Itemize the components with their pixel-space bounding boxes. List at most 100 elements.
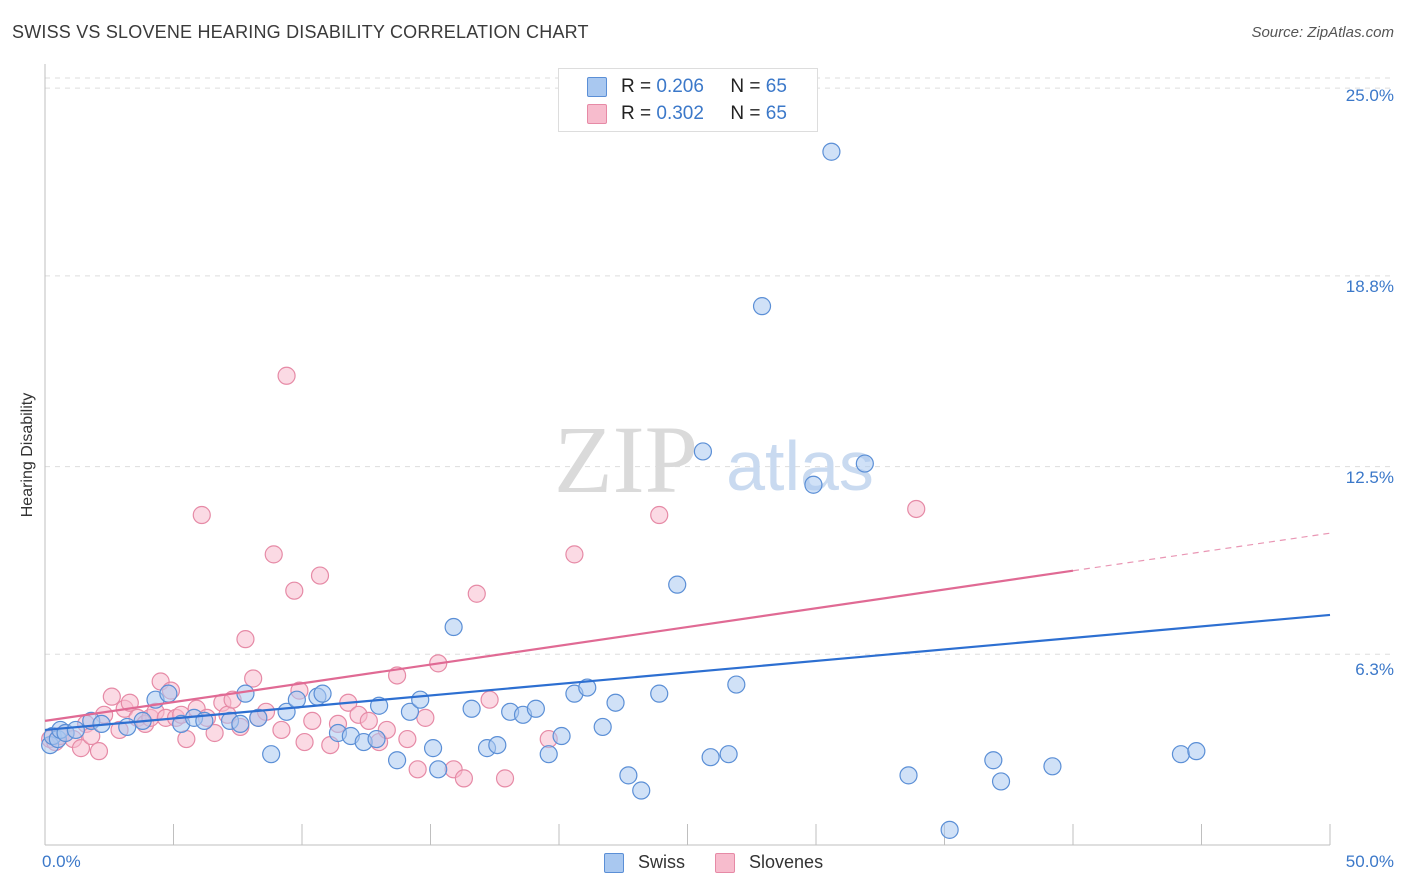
- y-tick-label: 12.5%: [1345, 468, 1394, 487]
- swiss-point: [1187, 742, 1206, 761]
- slovenes-point: [907, 499, 926, 519]
- axes: [44, 64, 1331, 846]
- swiss-point: [462, 699, 481, 718]
- swiss-point: [693, 442, 713, 461]
- swiss-point: [159, 684, 178, 703]
- chart-title: SWISS VS SLOVENE HEARING DISABILITY CORR…: [12, 22, 589, 42]
- swiss-point: [488, 735, 507, 755]
- slovenes-point: [310, 566, 330, 585]
- trend-line: [44, 569, 1074, 722]
- swiss-swatch-icon: [587, 77, 607, 97]
- swiss-point: [66, 720, 85, 740]
- slovenes-point: [192, 505, 211, 525]
- swiss-point: [429, 760, 448, 779]
- slovenes-point: [416, 708, 435, 727]
- slovenes-point: [205, 723, 224, 743]
- slovenes-point: [480, 690, 499, 709]
- y-tick-label: 25.0%: [1345, 86, 1394, 105]
- slovenes-point: [295, 732, 314, 752]
- swiss-point: [752, 297, 772, 316]
- slovenes-point: [495, 769, 515, 788]
- slovenes-point: [102, 687, 121, 706]
- slovenes-point: [71, 739, 91, 758]
- swiss-point: [668, 575, 687, 594]
- legend-r-value: 0.302: [656, 103, 704, 124]
- swiss-point: [899, 766, 918, 785]
- swiss-point: [578, 678, 597, 697]
- swiss-point: [606, 693, 625, 712]
- swiss-point: [411, 690, 430, 709]
- swiss-point: [400, 702, 420, 721]
- slovenes-point: [244, 669, 263, 688]
- x-tick-label: 0.0%: [42, 852, 81, 871]
- legend-r-label: R =: [621, 76, 652, 97]
- slovenes-point: [236, 630, 255, 649]
- swiss-point: [855, 454, 874, 473]
- swiss-point: [539, 745, 558, 764]
- slovenes-point: [408, 760, 427, 779]
- legend-row-swiss: R = 0.206 N = 65: [587, 76, 787, 98]
- swiss-point: [727, 675, 746, 694]
- slovenes-point: [264, 545, 283, 564]
- swiss-point: [804, 475, 823, 494]
- swiss-point: [287, 690, 306, 709]
- slovenes-point: [177, 729, 196, 749]
- legend-n-label: N =: [730, 76, 761, 97]
- slovenes-swatch-icon: [587, 104, 607, 124]
- y-tick-label: 6.3%: [1355, 660, 1394, 679]
- slovenes-point: [303, 711, 322, 730]
- swiss-point: [313, 684, 332, 703]
- swiss-point: [444, 617, 463, 637]
- slovenes-point: [89, 742, 109, 761]
- swiss-point: [701, 748, 720, 767]
- swiss-point: [984, 751, 1003, 770]
- swiss-point: [632, 781, 651, 800]
- legend-n-value: 65: [765, 76, 787, 97]
- slovenes-point: [454, 769, 474, 788]
- swiss-point: [1043, 757, 1062, 776]
- swiss-swatch-icon: [604, 852, 624, 873]
- slovenes-point: [565, 545, 584, 564]
- slovenes-point: [387, 666, 407, 685]
- bottom-legend: Swiss Slovenes: [604, 852, 853, 873]
- swiss-point: [991, 772, 1011, 791]
- swiss-point: [619, 766, 638, 785]
- legend: R = 0.206 N = 65 R = 0.302 N = 65: [558, 68, 818, 132]
- trend-line: [44, 613, 1331, 732]
- swiss-point: [423, 739, 443, 758]
- swiss-point: [1171, 745, 1191, 764]
- slovenes-swatch-icon: [715, 852, 736, 873]
- bottom-legend-label: Swiss: [638, 852, 686, 872]
- swiss-point: [552, 726, 571, 746]
- bottom-legend-slovenes[interactable]: Slovenes: [715, 852, 823, 873]
- slovenes-point: [277, 366, 296, 385]
- swiss-point: [249, 708, 268, 727]
- legend-n-label: N =: [730, 103, 761, 124]
- swiss-point: [650, 684, 669, 703]
- trend-lines: [44, 532, 1331, 732]
- swiss-point: [593, 717, 612, 737]
- slovenes-point: [398, 729, 417, 749]
- slovenes-point: [359, 711, 378, 730]
- swiss-point: [526, 699, 545, 718]
- swiss-point: [231, 714, 250, 734]
- watermark-zip: ZIP: [554, 406, 698, 513]
- watermark: ZIP atlas: [554, 406, 874, 513]
- legend-r-label: R =: [621, 103, 652, 124]
- swiss-point: [387, 751, 407, 770]
- trend-line-extension: [1072, 532, 1331, 572]
- swiss-point: [367, 729, 386, 749]
- swiss-point: [822, 142, 841, 161]
- swiss-point: [719, 745, 738, 764]
- legend-r-value: 0.206: [656, 76, 704, 97]
- bottom-legend-swiss[interactable]: Swiss: [604, 852, 685, 873]
- legend-n-value: 65: [765, 103, 787, 124]
- slovenes-point: [650, 505, 669, 525]
- swiss-points: [41, 142, 1206, 839]
- slovenes-point: [285, 581, 304, 600]
- x-tick-label: 50.0%: [1345, 852, 1394, 871]
- bottom-legend-label: Slovenes: [749, 852, 824, 872]
- swiss-point: [236, 684, 255, 703]
- y-axis-label: Hearing Disability: [19, 392, 36, 518]
